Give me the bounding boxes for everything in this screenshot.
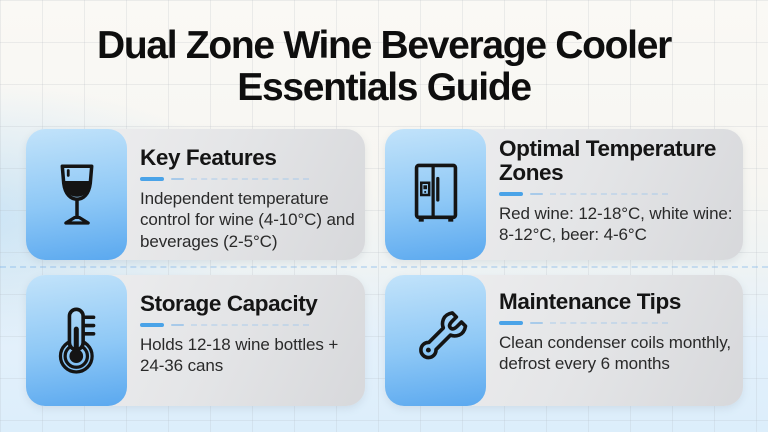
- heading-underline: [140, 323, 346, 327]
- heading-underline: [499, 321, 735, 325]
- wine-glass-icon: [26, 129, 127, 260]
- heading-underline: [140, 177, 357, 181]
- page-title: Dual Zone Wine Beverage Cooler Essential…: [0, 24, 768, 110]
- card-heading: Maintenance Tips: [499, 289, 681, 314]
- card-optimal-temperature-zones: Optimal Temperature Zones Red wine: 12-1…: [385, 129, 743, 260]
- page-title-line-1: Dual Zone Wine Beverage Cooler: [97, 24, 672, 67]
- card-body: Red wine: 12-18°C, white wine: 8-12°C, b…: [499, 203, 733, 245]
- card-body: Clean condenser coils monthly, defrost e…: [499, 332, 731, 374]
- thermometer-icon: [26, 275, 127, 406]
- card-body: Independent temperature control for wine…: [140, 188, 355, 251]
- card-key-features: Key Features Independent temperature con…: [26, 129, 365, 260]
- heading-underline: [499, 192, 735, 196]
- page-title-line-2: Essentials Guide: [237, 66, 532, 110]
- card-heading: Optimal Temperature Zones: [499, 136, 717, 186]
- refrigerator-icon: [385, 129, 486, 260]
- card-storage-capacity: Storage Capacity Holds 12-18 wine bottle…: [26, 275, 365, 406]
- card-body: Holds 12-18 wine bottles + 24-36 cans: [140, 334, 339, 376]
- wrench-icon: [385, 275, 486, 406]
- card-heading: Storage Capacity: [140, 291, 318, 316]
- card-maintenance-tips: Maintenance Tips Clean condenser coils m…: [385, 275, 743, 406]
- row-divider-dashed-line: [0, 266, 768, 268]
- card-heading: Key Features: [140, 145, 277, 170]
